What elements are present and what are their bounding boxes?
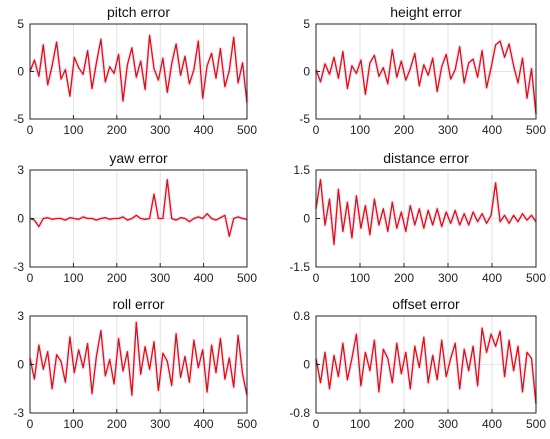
x-tick-label: 200 (394, 417, 414, 431)
x-tick-label: 100 (63, 417, 83, 431)
x-tick-label: 300 (150, 417, 170, 431)
x-tick-label: 200 (394, 123, 414, 137)
series-line-1 (315, 179, 537, 246)
y-tick-label: 0 (303, 358, 310, 372)
y-tick-label: 0 (303, 212, 310, 226)
series-line-1 (315, 327, 537, 404)
x-tick-label: 500 (237, 123, 257, 137)
x-tick-label: 400 (482, 417, 502, 431)
y-tick-label: 5 (17, 17, 24, 31)
x-tick-label: 500 (526, 123, 546, 137)
y-tick-label: -5 (13, 112, 24, 126)
x-tick-label: 100 (63, 271, 83, 285)
y-tick-label: 0 (17, 65, 24, 79)
x-tick-label: 200 (107, 271, 127, 285)
x-tick-label: 400 (482, 123, 502, 137)
x-tick-label: 400 (482, 271, 502, 285)
subplot-title: yaw error (109, 150, 168, 166)
y-tick-label: 3 (17, 163, 24, 177)
subplot-title: height error (390, 4, 462, 20)
x-tick-label: 400 (194, 123, 214, 137)
x-tick-label: 100 (350, 123, 370, 137)
x-tick-label: 300 (438, 271, 458, 285)
subplot-title: roll error (112, 296, 164, 312)
x-tick-label: 300 (438, 417, 458, 431)
y-tick-label: -1.5 (289, 260, 310, 274)
series-line-1 (315, 40, 537, 115)
x-tick-label: 300 (150, 123, 170, 137)
y-tick-label: -5 (299, 112, 310, 126)
x-tick-label: 400 (194, 271, 214, 285)
subplot-title: distance error (383, 150, 469, 166)
y-tick-label: 5 (303, 17, 310, 31)
y-tick-label: 0 (17, 212, 24, 226)
x-tick-label: 400 (194, 417, 214, 431)
x-tick-label: 0 (313, 123, 320, 137)
x-tick-label: 300 (150, 271, 170, 285)
x-tick-label: 0 (313, 417, 320, 431)
y-tick-label: -0.8 (289, 406, 310, 420)
x-tick-label: 100 (350, 271, 370, 285)
y-tick-label: 0 (17, 358, 24, 372)
x-tick-label: 200 (394, 271, 414, 285)
x-tick-label: 500 (237, 417, 257, 431)
series-line-1 (29, 321, 248, 396)
y-tick-label: 0 (303, 65, 310, 79)
x-tick-label: 200 (107, 123, 127, 137)
series-line-1 (29, 179, 248, 237)
x-tick-label: 500 (237, 271, 257, 285)
subplot-title: pitch error (107, 4, 170, 20)
y-tick-label: 1.5 (293, 163, 310, 177)
y-tick-label: -3 (13, 406, 24, 420)
x-tick-label: 0 (27, 417, 34, 431)
y-tick-label: -3 (13, 260, 24, 274)
subplot-title: offset error (392, 296, 460, 312)
series-line-1 (29, 34, 248, 103)
x-tick-label: 100 (350, 417, 370, 431)
x-tick-label: 0 (27, 123, 34, 137)
x-tick-label: 100 (63, 123, 83, 137)
x-tick-label: 0 (313, 271, 320, 285)
y-tick-label: 3 (17, 309, 24, 323)
x-tick-label: 200 (107, 417, 127, 431)
x-tick-label: 0 (27, 271, 34, 285)
y-tick-label: 0.8 (293, 309, 310, 323)
x-tick-label: 500 (526, 417, 546, 431)
x-tick-label: 300 (438, 123, 458, 137)
x-tick-label: 500 (526, 271, 546, 285)
